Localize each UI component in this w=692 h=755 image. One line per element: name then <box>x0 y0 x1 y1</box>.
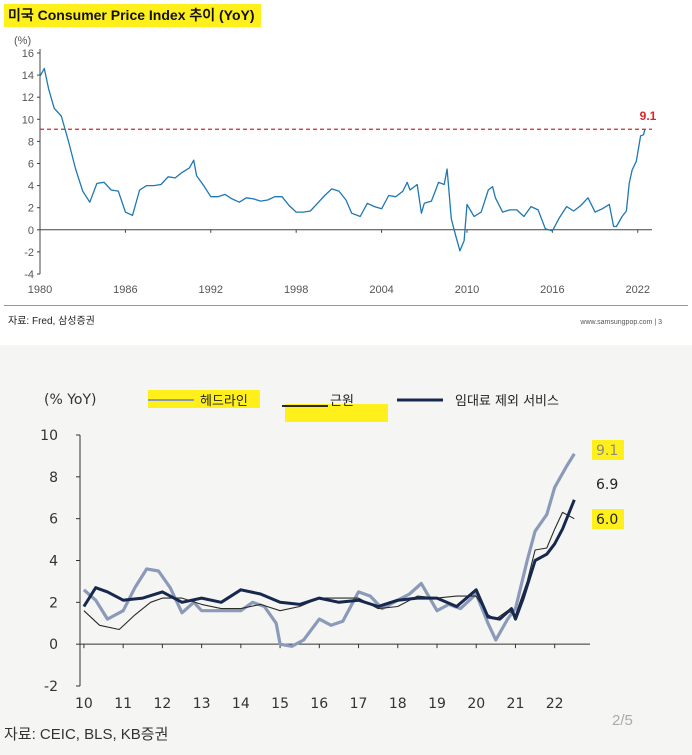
legend-label-1: 헤드라인 <box>200 394 248 409</box>
y-tick-label: -4 <box>24 269 34 281</box>
y-tick-label: 6 <box>28 159 34 171</box>
x-tick-label: 2010 <box>455 284 479 296</box>
x-tick-label: 1986 <box>113 284 137 296</box>
chart1-page-ref: www.samsungpop.com | 3 <box>580 319 662 326</box>
x-tick-label: 12 <box>153 696 171 712</box>
page-indicator: 2/5 <box>612 712 633 729</box>
y-tick-label: 0 <box>28 225 34 237</box>
x-tick-label: 10 <box>75 696 93 712</box>
end-label-highlight <box>592 509 624 529</box>
x-tick-label: 2004 <box>369 284 393 296</box>
end-label-1: 9.1 <box>596 443 618 459</box>
x-tick-label: 2022 <box>626 284 650 296</box>
y-axis-unit: (%) <box>14 35 31 47</box>
y-tick-label: 6 <box>49 512 58 528</box>
x-tick-label: 21 <box>507 696 525 712</box>
y-tick-label: 2 <box>28 203 34 215</box>
cpi-chart-panel <box>0 0 692 345</box>
chart2-source: 자료: CEIC, BLS, KB증권 <box>4 726 169 743</box>
end-label-3: 6.0 <box>596 512 618 528</box>
y-tick-label: -2 <box>24 247 34 259</box>
y-tick-label: -2 <box>44 679 58 695</box>
x-tick-label: 13 <box>193 696 211 712</box>
chart1-divider <box>4 305 688 306</box>
legend-highlight <box>285 404 388 422</box>
y-tick-label: 4 <box>28 181 34 193</box>
series-line-3 <box>82 499 576 621</box>
y-tick-label: 14 <box>22 70 34 82</box>
x-tick-label: 1998 <box>284 284 308 296</box>
legend-label-2: 근원 <box>330 394 354 409</box>
legend-label-3: 임대료 제외 서비스 <box>455 394 559 409</box>
end-label-highlight <box>592 440 624 460</box>
x-tick-label: 20 <box>467 696 485 712</box>
x-tick-label: 1980 <box>28 284 52 296</box>
x-tick-label: 2016 <box>540 284 564 296</box>
cpi-yoy-chart: 16 14 12 10 8 6 4 2 0 -2 -4 (%) 1980 1986 1992 1998 2004… <box>14 35 657 296</box>
x-tick-label: 19 <box>428 696 446 712</box>
series-line-1 <box>82 452 576 648</box>
x-tick-label: 1992 <box>199 284 223 296</box>
x-tick-label: 18 <box>389 696 407 712</box>
end-label-2: 6.9 <box>596 477 618 493</box>
x-tick-label: 16 <box>310 696 328 712</box>
y-tick-label: 12 <box>22 92 34 104</box>
y-tick-label: 8 <box>28 136 34 148</box>
chart1-source: 자료: Fred, 삼성증권 <box>8 316 95 327</box>
legend-highlight <box>148 390 260 408</box>
x-tick-label: 14 <box>232 696 250 712</box>
y-tick-label: 10 <box>40 428 58 444</box>
x-tick-label: 15 <box>271 696 289 712</box>
y-tick-label: 8 <box>49 470 58 486</box>
x-tick-label: 22 <box>546 696 564 712</box>
reference-label: 9.1 <box>640 109 657 123</box>
x-tick-label: 11 <box>114 696 132 712</box>
chart1-title: 미국 Consumer Price Index 추이 (YoY) <box>4 4 261 27</box>
y-tick-label: 4 <box>49 554 58 570</box>
y-axis-unit: (% YoY) <box>44 392 97 408</box>
y-tick-label: 0 <box>49 637 58 653</box>
cpi-yoy-line <box>39 67 646 252</box>
y-tick-label: 10 <box>22 114 34 126</box>
y-tick-label: 2 <box>49 595 58 611</box>
y-tick-label: 16 <box>22 48 34 60</box>
x-tick-label: 17 <box>350 696 368 712</box>
